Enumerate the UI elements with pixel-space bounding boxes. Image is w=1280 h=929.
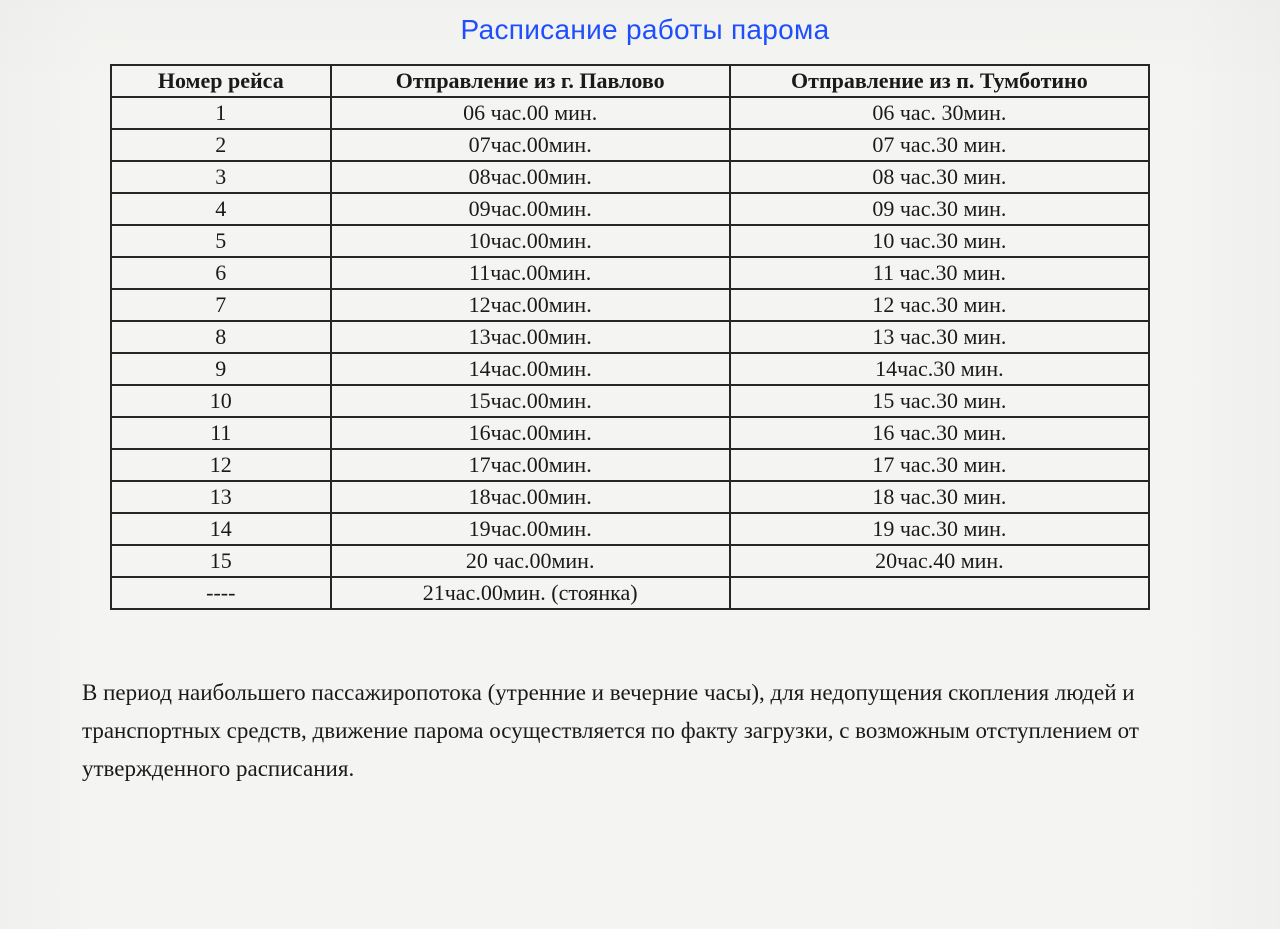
- col-header-pavlovo: Отправление из г. Павлово: [331, 65, 730, 97]
- cell-pavlovo: 11час.00мин.: [331, 257, 730, 289]
- cell-tumbotino: 11 час.30 мин.: [730, 257, 1149, 289]
- cell-pavlovo: 21час.00мин. (стоянка): [331, 577, 730, 609]
- cell-tumbotino: 06 час. 30мин.: [730, 97, 1149, 129]
- cell-pavlovo: 07час.00мин.: [331, 129, 730, 161]
- cell-number: 10: [111, 385, 331, 417]
- cell-tumbotino: 08 час.30 мин.: [730, 161, 1149, 193]
- cell-tumbotino: 19 час.30 мин.: [730, 513, 1149, 545]
- cell-pavlovo: 12час.00мин.: [331, 289, 730, 321]
- cell-tumbotino: 07 час.30 мин.: [730, 129, 1149, 161]
- cell-pavlovo: 16час.00мин.: [331, 417, 730, 449]
- cell-pavlovo: 20 час.00мин.: [331, 545, 730, 577]
- cell-pavlovo: 18час.00мин.: [331, 481, 730, 513]
- cell-tumbotino: 15 час.30 мин.: [730, 385, 1149, 417]
- cell-pavlovo: 14час.00мин.: [331, 353, 730, 385]
- cell-pavlovo: 09час.00мин.: [331, 193, 730, 225]
- col-header-tumbotino: Отправление из п. Тумботино: [730, 65, 1149, 97]
- cell-number: 13: [111, 481, 331, 513]
- cell-pavlovo: 15час.00мин.: [331, 385, 730, 417]
- cell-pavlovo: 06 час.00 мин.: [331, 97, 730, 129]
- cell-number: 15: [111, 545, 331, 577]
- cell-number: 6: [111, 257, 331, 289]
- table-row: 1318час.00мин.18 час.30 мин.: [111, 481, 1149, 513]
- col-header-number: Номер рейса: [111, 65, 331, 97]
- table-row: 1520 час.00мин.20час.40 мин.: [111, 545, 1149, 577]
- document-page: Расписание работы парома Номер рейса Отп…: [0, 0, 1280, 788]
- table-row: 510час.00мин.10 час.30 мин.: [111, 225, 1149, 257]
- ferry-schedule-table: Номер рейса Отправление из г. Павлово От…: [110, 64, 1150, 610]
- table-header-row: Номер рейса Отправление из г. Павлово От…: [111, 65, 1149, 97]
- cell-tumbotino: 13 час.30 мин.: [730, 321, 1149, 353]
- cell-pavlovo: 10час.00мин.: [331, 225, 730, 257]
- cell-number: 8: [111, 321, 331, 353]
- cell-number: 4: [111, 193, 331, 225]
- cell-tumbotino: [730, 577, 1149, 609]
- cell-tumbotino: 09 час.30 мин.: [730, 193, 1149, 225]
- cell-tumbotino: 16 час.30 мин.: [730, 417, 1149, 449]
- table-row: 611час.00мин.11 час.30 мин.: [111, 257, 1149, 289]
- cell-number: 12: [111, 449, 331, 481]
- table-row: 1015час.00мин.15 час.30 мин.: [111, 385, 1149, 417]
- cell-number: 9: [111, 353, 331, 385]
- page-title: Расписание работы парома: [70, 14, 1220, 46]
- cell-pavlovo: 19час.00мин.: [331, 513, 730, 545]
- table-row: 914час.00мин.14час.30 мин.: [111, 353, 1149, 385]
- table-row: 712час.00мин.12 час.30 мин.: [111, 289, 1149, 321]
- cell-number: 1: [111, 97, 331, 129]
- cell-tumbotino: 17 час.30 мин.: [730, 449, 1149, 481]
- cell-number: 5: [111, 225, 331, 257]
- cell-pavlovo: 08час.00мин.: [331, 161, 730, 193]
- table-row: 1116час.00мин.16 час.30 мин.: [111, 417, 1149, 449]
- table-row: 409час.00мин.09 час.30 мин.: [111, 193, 1149, 225]
- cell-pavlovo: 13час.00мин.: [331, 321, 730, 353]
- cell-tumbotino: 10 час.30 мин.: [730, 225, 1149, 257]
- table-row: 1217час.00мин.17 час.30 мин.: [111, 449, 1149, 481]
- cell-number: 3: [111, 161, 331, 193]
- cell-tumbotino: 12 час.30 мин.: [730, 289, 1149, 321]
- table-row: ----21час.00мин. (стоянка): [111, 577, 1149, 609]
- cell-number: 2: [111, 129, 331, 161]
- cell-tumbotino: 14час.30 мин.: [730, 353, 1149, 385]
- table-body: 106 час.00 мин.06 час. 30мин. 207час.00м…: [111, 97, 1149, 609]
- cell-tumbotino: 18 час.30 мин.: [730, 481, 1149, 513]
- cell-number: ----: [111, 577, 331, 609]
- cell-number: 11: [111, 417, 331, 449]
- table-row: 1419час.00мин.19 час.30 мин.: [111, 513, 1149, 545]
- table-row: 813час.00мин.13 час.30 мин.: [111, 321, 1149, 353]
- table-row: 106 час.00 мин.06 час. 30мин.: [111, 97, 1149, 129]
- table-row: 207час.00мин.07 час.30 мин.: [111, 129, 1149, 161]
- cell-pavlovo: 17час.00мин.: [331, 449, 730, 481]
- footnote-text: В период наибольшего пассажиропотока (ут…: [82, 674, 1220, 788]
- cell-number: 7: [111, 289, 331, 321]
- table-row: 308час.00мин.08 час.30 мин.: [111, 161, 1149, 193]
- cell-number: 14: [111, 513, 331, 545]
- cell-tumbotino: 20час.40 мин.: [730, 545, 1149, 577]
